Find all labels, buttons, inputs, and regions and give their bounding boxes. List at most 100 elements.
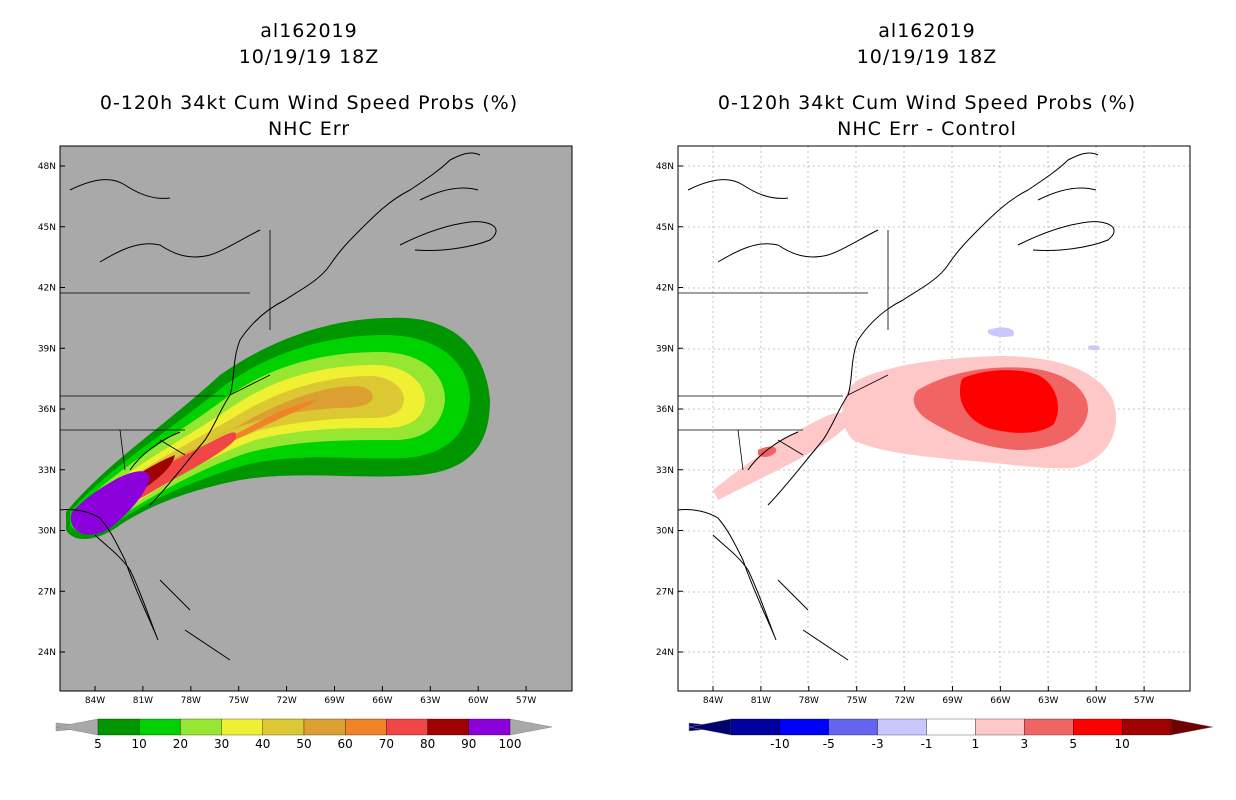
lat-label: 27N xyxy=(656,587,674,597)
colorbar-swatch xyxy=(1121,718,1172,736)
lon-label: 75W xyxy=(229,696,249,706)
lat-label: 45N xyxy=(38,223,56,233)
diff-region-7 xyxy=(1088,345,1100,351)
lon-label: 84W xyxy=(703,696,723,706)
colorbar-label: 80 xyxy=(420,737,435,751)
colorbar-label: 5 xyxy=(1069,737,1077,751)
lat-label: 36N xyxy=(38,405,56,415)
colorbar-swatch xyxy=(386,718,428,736)
storm-id-title: al162019 xyxy=(260,20,358,42)
colorbar-swatch xyxy=(828,718,878,736)
lon-label: 57W xyxy=(1134,696,1154,706)
diff-region-6 xyxy=(988,327,1014,337)
lon-label: 69W xyxy=(942,696,962,706)
colorbar-swatch xyxy=(262,718,305,736)
coastlines xyxy=(678,152,1115,661)
colorbar-swatch xyxy=(427,718,469,736)
lon-label: 66W xyxy=(372,696,392,706)
colorbar-label: 70 xyxy=(379,737,394,751)
colorbar-swatch xyxy=(303,718,346,736)
colorbar-label: 3 xyxy=(1021,737,1029,751)
colorbar-swatch xyxy=(221,718,263,736)
lon-tick-labels: 84W 81W 78W 75W 72W 69W 66W 63W 60W 57W xyxy=(703,686,1154,706)
storm-id-title: al162019 xyxy=(878,20,976,42)
colorbar-swatch xyxy=(1073,718,1123,736)
colorbar-label: 20 xyxy=(173,737,188,751)
lon-label: 78W xyxy=(799,696,819,706)
state-borders xyxy=(60,230,271,471)
colorbar-swatch xyxy=(468,718,511,736)
lon-tick-labels: 84W 81W 78W 75W 72W 69W 66W 63W 60W 57W xyxy=(85,686,536,706)
lat-label: 30N xyxy=(38,527,56,537)
colorbar-label: -1 xyxy=(921,737,933,751)
product-title: 0-120h 34kt Cum Wind Speed Probs (%) xyxy=(99,92,519,114)
colorbar-label: 40 xyxy=(255,737,270,751)
colorbar-label: 30 xyxy=(214,737,229,751)
colorbar-swatch xyxy=(180,718,222,736)
colorbar-swatch xyxy=(877,718,927,736)
lat-tick-labels: 48N 45N 42N 39N 36N 33N 30N 27N 24N xyxy=(38,162,65,658)
colorbar-label: 50 xyxy=(296,737,311,751)
right-panel: al162019 10/19/19 18Z 0-120h 34kt Cum Wi… xyxy=(618,0,1236,800)
time-title: 10/19/19 18Z xyxy=(856,46,998,68)
lon-label: 57W xyxy=(516,696,536,706)
colorbar-swatch xyxy=(97,718,140,736)
colorbar-swatch xyxy=(139,718,181,736)
lat-label: 30N xyxy=(656,527,674,537)
prob-swath-90 xyxy=(70,471,150,535)
colorbar: -10 -5 -3 -1 1 3 5 10 xyxy=(688,718,1214,751)
coastlines xyxy=(60,152,497,661)
colorbar-right-arrow xyxy=(509,718,553,736)
lon-label: 78W xyxy=(181,696,201,706)
product-title: 0-120h 34kt Cum Wind Speed Probs (%) xyxy=(717,92,1137,114)
lon-label: 60W xyxy=(468,696,488,706)
lon-label: 63W xyxy=(1038,696,1058,706)
diff-region-2 xyxy=(713,412,849,500)
colorbar-label: 10 xyxy=(1114,737,1129,751)
lat-label: 45N xyxy=(656,223,674,233)
lat-label: 42N xyxy=(38,284,56,294)
lat-label: 33N xyxy=(656,466,674,476)
left-map: 48N 45N 42N 39N 36N 33N 30N 27N 24N 84W 81W 78W 75W… xyxy=(38,145,573,751)
colorbar: 5 10 20 30 40 50 60 70 80 90 100 xyxy=(55,718,553,751)
lon-label: 75W xyxy=(847,696,867,706)
state-borders xyxy=(678,230,889,471)
model-title: NHC Err - Control xyxy=(837,118,1017,140)
lat-label: 39N xyxy=(38,344,56,354)
lon-label: 84W xyxy=(85,696,105,706)
lat-label: 24N xyxy=(38,648,56,658)
right-map: 48N 45N 42N 39N 36N 33N 30N 27N 24N 84W 81W 78W 75W… xyxy=(656,145,1214,751)
colorbar-swatch xyxy=(926,718,976,736)
lon-label: 72W xyxy=(276,696,296,706)
lat-label: 48N xyxy=(656,162,674,172)
colorbar-label: 60 xyxy=(338,737,353,751)
colorbar-swatch xyxy=(345,718,387,736)
colorbar-label: 1 xyxy=(972,737,980,751)
colorbar-right-arrow xyxy=(1170,718,1214,736)
colorbar-left-arrow xyxy=(55,718,99,736)
lat-label: 48N xyxy=(38,162,56,172)
lon-label: 69W xyxy=(324,696,344,706)
colorbar-label: 100 xyxy=(499,737,522,751)
lon-label: 63W xyxy=(420,696,440,706)
lat-label: 27N xyxy=(38,587,56,597)
model-title: NHC Err xyxy=(267,118,351,140)
time-title: 10/19/19 18Z xyxy=(238,46,380,68)
colorbar-label: -10 xyxy=(770,737,790,751)
colorbar-label: -5 xyxy=(823,737,835,751)
colorbar-label: 5 xyxy=(94,737,102,751)
lon-label: 60W xyxy=(1086,696,1106,706)
colorbar-label: 90 xyxy=(461,737,476,751)
diff-region-4 xyxy=(960,370,1058,433)
lat-tick-labels: 48N 45N 42N 39N 36N 33N 30N 27N 24N xyxy=(656,162,683,658)
lat-label: 36N xyxy=(656,405,674,415)
lat-label: 42N xyxy=(656,284,674,294)
lon-label: 81W xyxy=(133,696,153,706)
lat-label: 33N xyxy=(38,466,56,476)
lat-label: 39N xyxy=(656,344,674,354)
colorbar-swatch xyxy=(779,718,829,736)
lat-label: 24N xyxy=(656,648,674,658)
lon-label: 81W xyxy=(751,696,771,706)
colorbar-left-arrow xyxy=(688,718,732,736)
lon-label: 66W xyxy=(990,696,1010,706)
